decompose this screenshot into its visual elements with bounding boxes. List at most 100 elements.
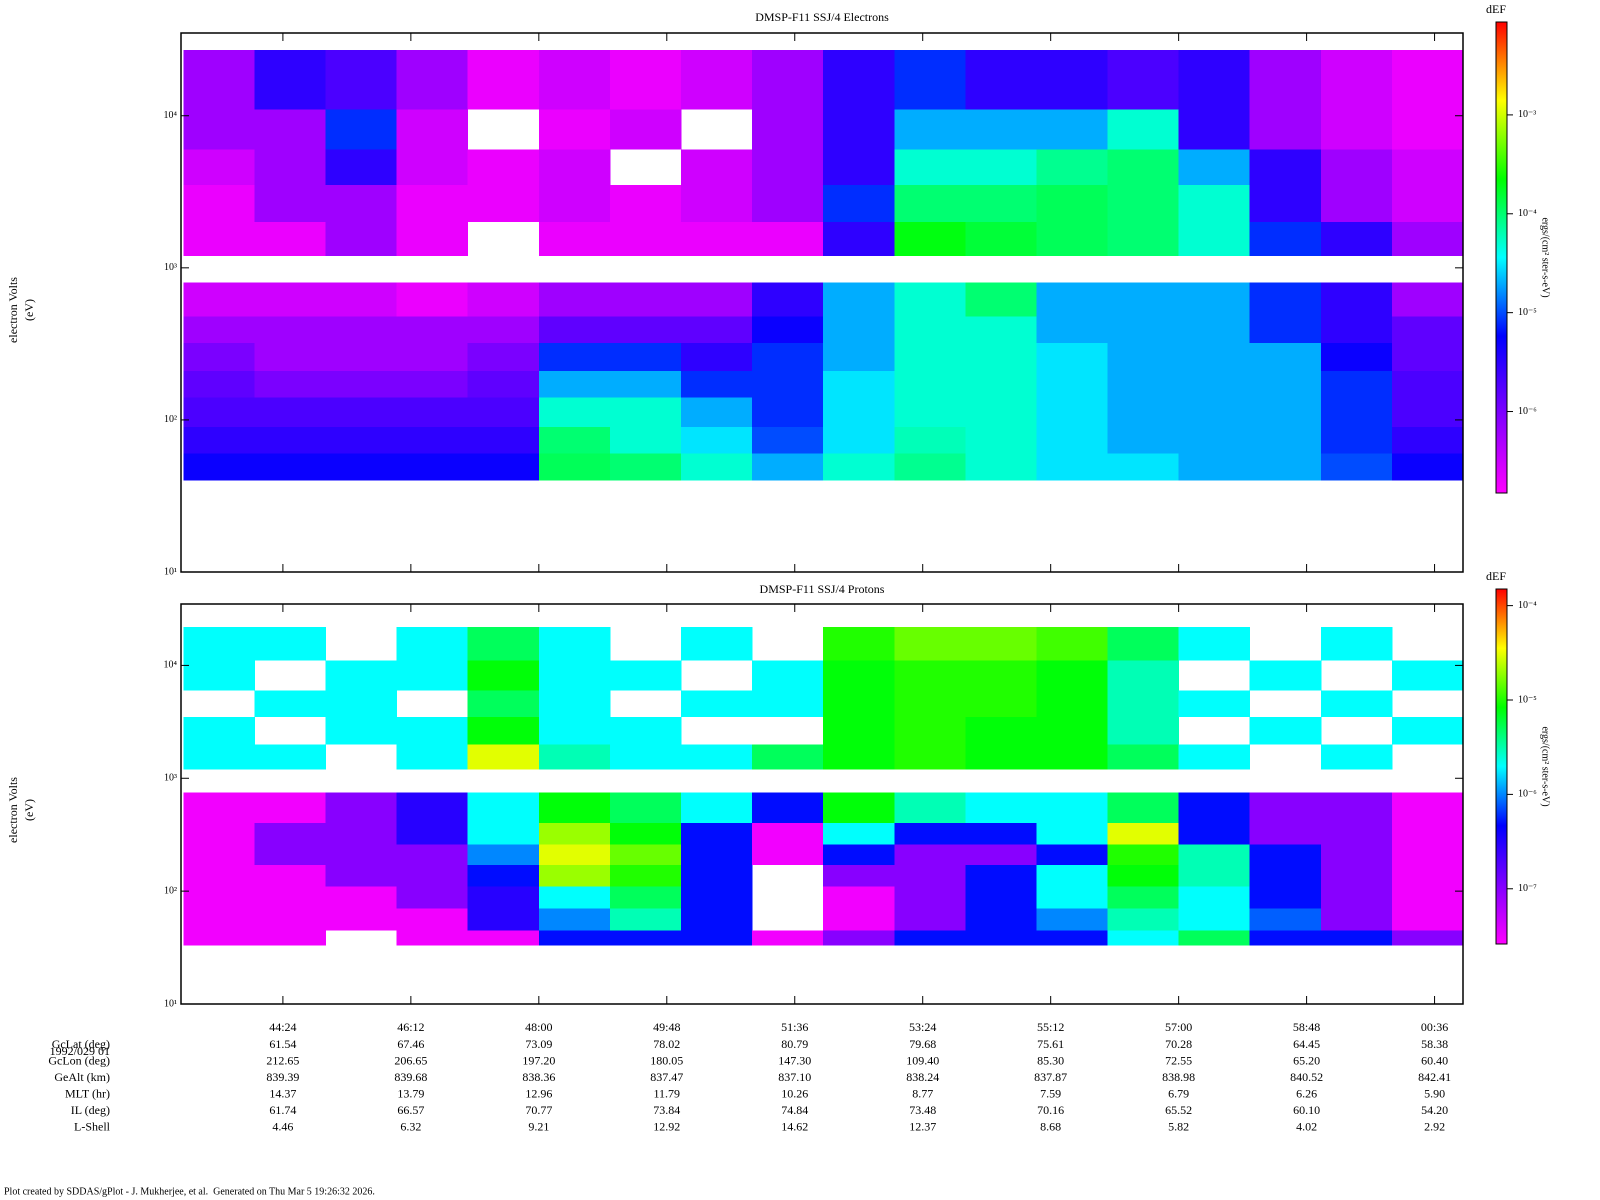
spectrogram-cell	[538, 370, 611, 398]
ephemeris-label: L-Shell	[74, 1119, 111, 1133]
ephemeris-value: 73.84	[653, 1103, 680, 1117]
spectrogram-cell	[1249, 282, 1322, 317]
spectrogram-cell	[1391, 716, 1464, 745]
spectrogram-cell	[325, 149, 398, 186]
ephemeris-value: 70.77	[525, 1103, 552, 1117]
spectrogram-cell	[1249, 109, 1322, 150]
spectrogram-cell	[1036, 716, 1109, 745]
spectrogram-cell	[1320, 50, 1393, 110]
spectrogram-cell	[752, 823, 824, 845]
spectrogram-cell	[894, 660, 966, 691]
spectrogram-cell	[1249, 222, 1322, 256]
spectrogram-cell	[396, 792, 469, 824]
spectrogram-cell	[1320, 316, 1393, 344]
spectrogram-cell	[396, 844, 469, 866]
spectrogram-cell	[183, 282, 255, 317]
y-tick-label: 10⁴	[164, 660, 178, 671]
ephemeris-value: 65.52	[1165, 1103, 1192, 1117]
spectrogram-cell	[183, 865, 255, 887]
ephemeris-value: 79.68	[909, 1037, 936, 1051]
spectrogram-cell	[325, 453, 398, 481]
spectrogram-cell	[1320, 930, 1393, 946]
spectrogram-cell	[1178, 626, 1251, 661]
ephemeris-value: 838.98	[1162, 1070, 1195, 1084]
colorbar-tick-label: 10⁻⁷	[1518, 883, 1537, 894]
spectrogram-cell	[894, 930, 966, 946]
spectrogram-cell	[823, 690, 895, 717]
spectrogram-cell	[325, 660, 398, 691]
spectrogram-cell	[894, 149, 966, 186]
ephemeris-value: 70.28	[1165, 1037, 1192, 1051]
spectrogram-cell	[752, 792, 824, 824]
spectrogram-cell	[1178, 792, 1251, 824]
spectrogram-cell	[965, 109, 1037, 150]
spectrogram-cell	[1036, 823, 1109, 845]
spectrogram-cell	[1249, 185, 1322, 223]
spectrogram-cell	[1178, 316, 1251, 344]
spectrogram-cell	[1036, 660, 1109, 691]
spectrogram-cell	[609, 370, 682, 398]
spectrogram-cell	[1107, 844, 1180, 866]
spectrogram-cell	[1391, 222, 1464, 256]
spectrogram-cell	[1178, 370, 1251, 398]
spectrogram-cell	[1107, 792, 1180, 824]
spectrogram-cell	[752, 426, 824, 454]
spectrogram-cell	[752, 370, 824, 398]
spectrogram-cell	[823, 886, 895, 909]
spectrogram-cell	[609, 792, 682, 824]
spectrogram-cell	[752, 744, 824, 770]
ephemeris-value: 5.90	[1424, 1086, 1445, 1100]
spectrogram-cell	[894, 690, 966, 717]
spectrogram-cell	[325, 343, 398, 371]
spectrogram-cell	[183, 185, 255, 223]
spectrogram-cell	[183, 149, 255, 186]
spectrogram-cell	[538, 282, 611, 317]
y-tick-label: 10³	[164, 262, 177, 273]
spectrogram-cell	[1107, 370, 1180, 398]
x-tick-label: 55:12	[1037, 1020, 1064, 1034]
spectrogram-cell	[538, 185, 611, 223]
spectrogram-cell	[823, 823, 895, 845]
spectrogram-cell	[1036, 886, 1109, 909]
spectrogram-cell	[1036, 222, 1109, 256]
ephemeris-value: 6.79	[1168, 1086, 1189, 1100]
spectrogram-cell	[1391, 792, 1464, 824]
spectrogram-cell	[538, 660, 611, 691]
colorbar	[1495, 588, 1508, 945]
spectrogram-cell	[538, 823, 611, 845]
spectrogram-cell	[1320, 149, 1393, 186]
ephemeris-value: 839.68	[394, 1070, 427, 1084]
spectrogram-cell	[254, 50, 327, 110]
spectrogram-cell	[1178, 149, 1251, 186]
spectrogram-cell	[467, 823, 540, 845]
ephemeris-value: 12.96	[525, 1086, 552, 1100]
spectrogram-cell	[823, 282, 895, 317]
spectrogram-cell	[183, 844, 255, 866]
ephemeris-value: 72.55	[1165, 1053, 1192, 1067]
spectrogram-cell	[254, 426, 327, 454]
spectrogram-cell	[254, 185, 327, 223]
spectrogram-cell	[609, 660, 682, 691]
x-tick-label: 57:00	[1165, 1020, 1192, 1034]
time-row-label: 1992/029 01	[50, 1044, 110, 1058]
spectrogram-cell	[1107, 865, 1180, 887]
spectrogram-cell	[538, 50, 611, 110]
colorbar-title: ergs/(cm² ster-s-eV)	[1540, 217, 1551, 297]
spectrogram-cell	[538, 930, 611, 946]
spectrogram-cell	[1178, 222, 1251, 256]
spectrogram-cell	[1391, 50, 1464, 110]
spectrogram-cell	[538, 343, 611, 371]
spectrogram-cell	[1107, 823, 1180, 845]
colorbar-tick-label: 10⁻⁴	[1518, 600, 1537, 611]
ephemeris-value: 11.79	[654, 1086, 681, 1100]
ephemeris-value: 4.46	[272, 1119, 293, 1133]
spectrogram-cell	[396, 823, 469, 845]
spectrogram-cell	[1249, 343, 1322, 371]
ephemeris-value: 212.65	[266, 1053, 299, 1067]
spectrogram-cell	[1320, 908, 1393, 931]
spectrogram-cell	[396, 282, 469, 317]
spectrogram-cell	[1320, 397, 1393, 427]
panel-title: DMSP-F11 SSJ/4 Electrons	[755, 10, 889, 24]
spectrogram-cell	[609, 823, 682, 845]
spectrogram-cell	[183, 222, 255, 256]
